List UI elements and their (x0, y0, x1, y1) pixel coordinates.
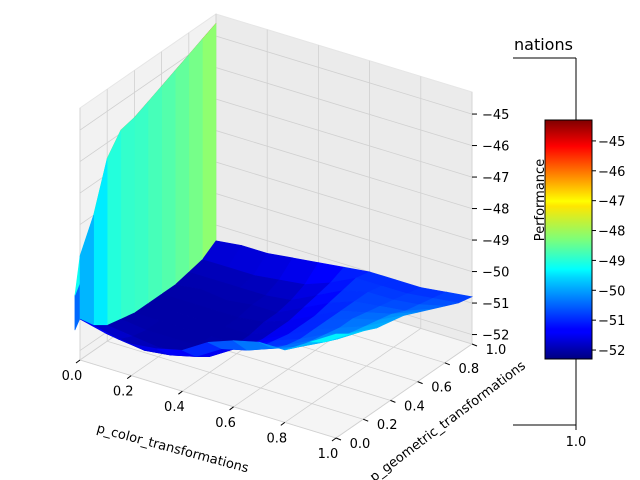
surface-face (310, 333, 350, 343)
x-tick-label: 0.4 (164, 400, 185, 415)
y-tick-label: 0.6 (431, 381, 452, 396)
surface-face (106, 130, 122, 326)
surface-face (161, 69, 176, 295)
surface-face (174, 54, 190, 286)
colorbar-ticks: −45 −46 −47 −48 −49 −50 −51 −52 (592, 135, 625, 359)
y-tick-label: 1.0 (486, 343, 507, 358)
surface-face (202, 22, 217, 261)
colorbar-label: Performance (533, 159, 548, 241)
y-tick-label: 0.2 (377, 418, 398, 433)
x-tick (178, 390, 183, 395)
y-tick (363, 418, 369, 422)
z-tick-label: −50 (482, 266, 509, 281)
x-tick (75, 359, 81, 364)
x-tick-label: 1.0 (318, 447, 339, 462)
x-tick (126, 375, 132, 380)
y-tick-label: 0.0 (350, 437, 371, 452)
surface-face (134, 101, 149, 314)
surface-face (188, 38, 203, 273)
y-tick (417, 381, 423, 385)
y-tick (444, 362, 450, 366)
colorbar (544, 119, 593, 360)
x-tick-label: 0.8 (266, 431, 287, 446)
axes-ticks: 0.0 0.2 0.4 0.6 0.8 1.0 0.0 0.2 0.4 0.6 0.8 1.0 −45 −… (62, 108, 510, 462)
colorbar-tick-label: −47 (598, 195, 625, 210)
colorbar-tick-label: −45 (598, 135, 625, 150)
surface-face (120, 116, 135, 320)
surface-plot (74, 22, 473, 357)
y-tick (471, 343, 478, 347)
colorbar-bottom-tick: 1.0 (566, 435, 587, 450)
x-tick (280, 421, 286, 426)
z-tick-label: −51 (482, 297, 509, 312)
colorbar-tick-label: −48 (598, 225, 625, 240)
x-tick (331, 437, 337, 442)
z-tick-label: −46 (482, 140, 509, 155)
z-tick-label: −47 (482, 171, 509, 186)
y-tick (335, 437, 342, 441)
colorbar-tick-label: −46 (598, 165, 625, 180)
z-tick-label: −45 (482, 108, 509, 123)
x-tick-label: 0.6 (215, 416, 236, 431)
z-tick-label: −49 (482, 234, 509, 249)
y-tick-label: 0.4 (404, 399, 425, 414)
z-tick-label: −48 (482, 203, 509, 218)
x-tick-label: 0.2 (113, 385, 134, 400)
y-tick (390, 399, 396, 403)
chart-title: nations (514, 35, 573, 54)
colorbar-tick-label: −49 (598, 254, 625, 269)
colorbar-tick-label: −50 (598, 284, 625, 299)
colorbar-tick-label: −51 (598, 314, 625, 329)
z-tick-label: −52 (482, 329, 509, 344)
colorbar-tick-label: −52 (598, 344, 625, 359)
surface-face (147, 85, 162, 305)
x-tick-label: 0.0 (62, 369, 83, 384)
x-tick (229, 406, 234, 411)
y-tick-label: 0.8 (458, 362, 479, 377)
